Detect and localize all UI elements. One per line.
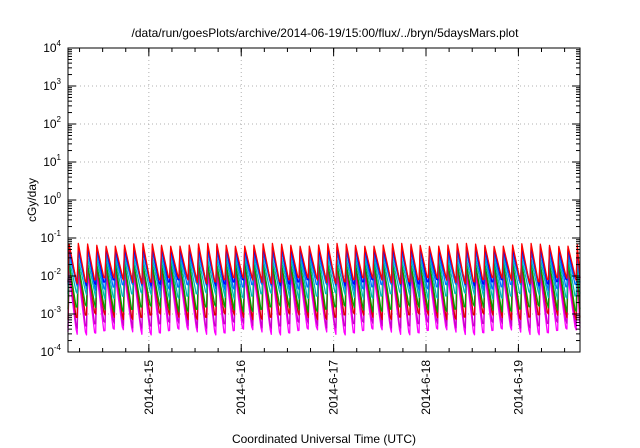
y-tick-label: 101	[43, 153, 61, 169]
x-tick-label: 2014-6-15	[142, 360, 156, 415]
series-group	[67, 242, 581, 336]
y-axis-label: cGy/day	[25, 178, 39, 222]
y-tick-label: 10-3	[41, 305, 62, 321]
y-tick-label: 100	[43, 191, 61, 207]
x-tick-label: 2014-6-18	[419, 360, 433, 415]
x-tick-label: 2014-6-16	[234, 360, 248, 415]
y-tick-label: 104	[43, 39, 61, 55]
x-axis: 2014-6-15 2014-6-16 2014-6-17 2014-6-18 2014…	[79, 48, 566, 415]
y-axis: 104 103 102 101 100 10-1 10-2 10-3 10-4	[41, 39, 580, 359]
y-tick-label: 103	[43, 77, 61, 93]
y-tick-label: 10-2	[41, 267, 62, 283]
y-tick-label: 10-4	[41, 343, 62, 359]
y-tick-label: 102	[43, 115, 61, 131]
y-tick-label: 10-1	[41, 229, 62, 245]
x-tick-label: 2014-6-19	[511, 360, 525, 415]
chart-title: /data/run/goesPlots/archive/2014-06-19/1…	[132, 26, 520, 40]
x-tick-label: 2014-6-17	[327, 360, 341, 415]
x-axis-label: Coordinated Universal Time (UTC)	[232, 432, 416, 446]
series-line-7	[67, 242, 581, 285]
